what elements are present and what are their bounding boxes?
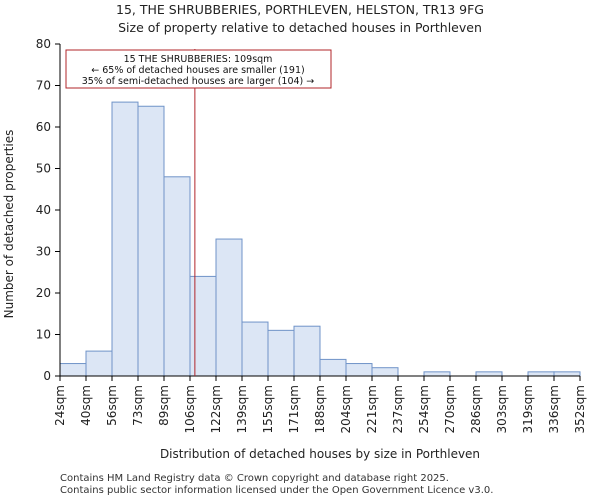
x-tick-label: 352sqm [573,385,587,433]
x-axis-title: Distribution of detached houses by size … [160,447,480,461]
histogram-bar [475,371,503,377]
x-tick-label: 254sqm [417,385,431,433]
chart-title: 15, THE SHRUBBERIES, PORTHLEVEN, HELSTON… [116,2,484,17]
y-tick-label: 30 [36,245,51,259]
histogram-bar [85,350,113,377]
histogram-bar [189,275,217,377]
histogram-bar [137,105,165,377]
x-tick-label: 188sqm [313,385,327,433]
y-tick-label: 80 [36,37,51,51]
x-tick-label: 286sqm [469,385,483,433]
histogram-bar [267,329,295,377]
chart-subtitle: Size of property relative to detached ho… [118,20,482,35]
x-tick-label: 106sqm [183,385,197,433]
footer-line-1: Contains HM Land Registry data © Crown c… [60,473,449,484]
x-tick-label: 122sqm [209,385,223,433]
histogram-bar [241,321,269,377]
histogram-bar [423,371,451,377]
x-tick-label: 155sqm [261,385,275,433]
x-tick-label: 270sqm [443,385,457,433]
histogram-bar [111,101,139,377]
histogram-bar [215,238,243,377]
x-tick-label: 139sqm [235,385,249,433]
x-tick-label: 171sqm [287,385,301,433]
y-tick-label: 10 [36,328,51,342]
annotation-text: 15 THE SHRUBBERIES: 109sqm [124,54,273,65]
footer-line-2: Contains public sector information licen… [60,485,494,496]
x-tick-label: 204sqm [339,385,353,433]
annotation-text: ← 65% of detached houses are smaller (19… [91,65,304,76]
histogram-bar [319,358,347,377]
x-tick-label: 89sqm [157,385,171,426]
y-tick-label: 50 [36,162,51,176]
annotation-text: 35% of semi-detached houses are larger (… [82,76,315,87]
x-tick-label: 319sqm [521,385,535,433]
histogram-bar [345,363,373,377]
histogram-bar [527,371,555,377]
x-tick-label: 336sqm [547,385,561,433]
x-tick-label: 56sqm [105,385,119,426]
y-tick-label: 0 [43,369,51,383]
histogram-bar [371,367,399,377]
y-tick-label: 70 [36,79,51,93]
y-tick-label: 40 [36,203,51,217]
histogram-bar [293,325,321,377]
x-tick-label: 221sqm [365,385,379,433]
y-tick-label: 20 [36,286,51,300]
x-tick-label: 24sqm [53,385,67,426]
x-tick-label: 237sqm [391,385,405,433]
x-tick-label: 40sqm [79,385,93,426]
histogram-bar [59,363,87,377]
y-tick-label: 60 [36,120,51,134]
annotation-box [65,49,332,89]
x-tick-label: 303sqm [495,385,509,433]
x-tick-label: 73sqm [131,385,145,426]
histogram-bar [553,371,581,377]
histogram-bar [163,176,191,377]
y-axis-title: Number of detached properties [2,130,16,319]
